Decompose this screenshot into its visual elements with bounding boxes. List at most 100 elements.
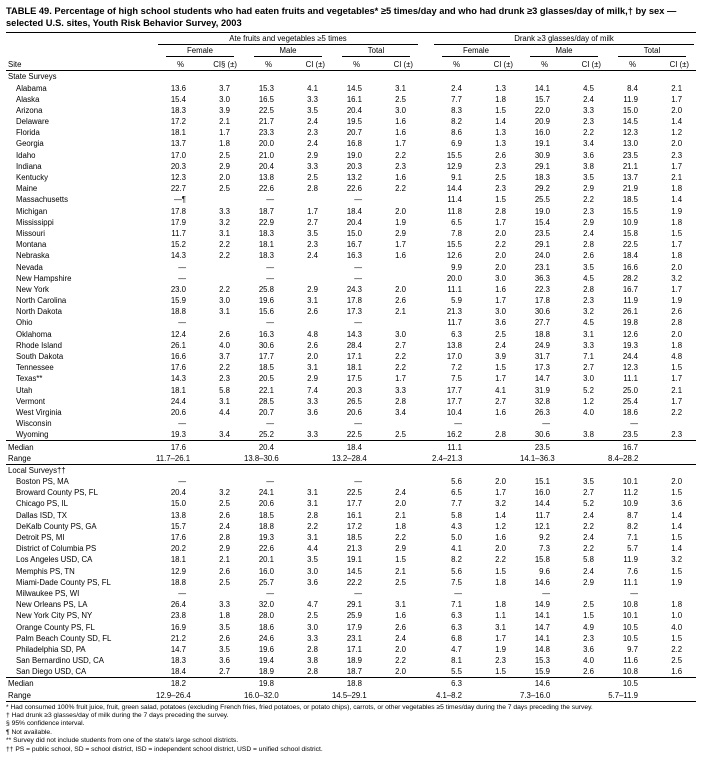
percent-value: 16.0: [258, 566, 274, 576]
ci-value: [202, 261, 244, 272]
ci-value: 1.7: [495, 633, 506, 643]
percent-value: —: [266, 588, 274, 598]
site-name: Philadelphia SD, PA: [16, 644, 86, 654]
summary-value: 17.6: [156, 440, 244, 453]
ci-value: 3.1: [395, 600, 406, 610]
summary-value: 23.5: [520, 440, 608, 453]
percent-value: 17.1: [346, 644, 362, 654]
ci-value: [478, 418, 520, 429]
summary-row: Median 17.6 20.4 18.4 11.1 23.5 16.7: [6, 440, 697, 453]
column-gap: [420, 452, 432, 465]
site-name: New Orleans PS, LA: [16, 600, 88, 610]
ci-value: 1.8: [495, 94, 506, 104]
table-row: Wyoming 19.3 3.4 25.2 3.3 22.5 2.5 16.2 2.8 30.6 3…: [6, 429, 696, 441]
percent-value: 18.3: [170, 656, 186, 666]
site-name: Chicago PS, IL: [16, 499, 69, 509]
percent-value: 14.8: [534, 644, 550, 654]
percent-value: 36.3: [534, 273, 550, 283]
ci-value: 2.9: [583, 217, 594, 227]
percent-value: 18.3: [170, 105, 186, 115]
ci-value: 3.0: [583, 374, 594, 384]
percent-value: 32.8: [534, 396, 550, 406]
table-row: Arizona 18.3 3.9 22.5 3.5 20.4 3.0 8.3 1.5 22.0 3.…: [6, 105, 696, 116]
ci-value: 2.2: [583, 544, 594, 554]
percent-value: 25.2: [258, 430, 274, 440]
percent-value: 8.6: [451, 128, 462, 138]
ci-value: 2.9: [219, 161, 230, 171]
site-name: Milwaukee PS, WI: [16, 588, 80, 598]
ci-value: 3.9: [219, 105, 230, 115]
percent-value: 10.8: [622, 600, 638, 610]
site-name: Georgia: [16, 139, 44, 149]
percent-value: 11.9: [623, 555, 638, 565]
percent-value: 8.1: [451, 656, 462, 666]
column-gap: [420, 306, 432, 317]
footnote: †† PS = public school, SD = school distr…: [6, 746, 678, 754]
ci-value: 1.6: [671, 667, 683, 677]
percent-value: 23.3: [258, 128, 274, 138]
percent-value: 24.9: [534, 340, 550, 350]
site-name: Utah: [16, 385, 33, 395]
ci-value: 2.1: [219, 117, 230, 127]
percent-value: 22.5: [346, 488, 362, 498]
percent-value: 7.3: [539, 544, 550, 554]
table-row: Delaware 17.2 2.1 21.7 2.4 19.5 1.6 8.2 1.4 20.9 2…: [6, 116, 696, 127]
site-name: New York: [16, 284, 49, 294]
table-row: Florida 18.1 1.7 23.3 2.3 20.7 1.6 8.6 1.3 16.0 2.…: [6, 127, 696, 138]
percent-value: 16.7: [346, 240, 362, 250]
site-name: DeKalb County PS, GA: [16, 521, 97, 531]
percent-value: —: [354, 195, 362, 205]
ci-value: 2.5: [671, 656, 683, 666]
percent-value: 13.7: [170, 139, 186, 149]
percent-value: 14.3: [346, 329, 362, 339]
ci-value: 1.6: [495, 407, 506, 417]
percent-value: 18.1: [258, 240, 274, 250]
site-name: Rhode Island: [16, 340, 62, 350]
percent-value: 18.8: [534, 329, 550, 339]
footnotes: * Had consumed 100% fruit juice, fruit, …: [6, 704, 678, 754]
column-gap: [420, 384, 432, 395]
percent-value: —: [354, 588, 362, 598]
percent-value: 15.4: [170, 94, 186, 104]
percent-header: %: [332, 57, 378, 72]
ci-value: 3.3: [219, 206, 230, 216]
ci-value: 1.0: [671, 611, 683, 621]
percent-value: 11.7: [447, 318, 462, 328]
table-row: Los Angeles USD, CA 18.1 2.1 20.1 3.5 19.1 1.5…: [6, 554, 696, 565]
site-name: Nevada: [16, 262, 43, 272]
percent-value: 7.6: [627, 566, 638, 576]
ci-value: 3.6: [671, 499, 683, 509]
ci-value: 1.8: [395, 521, 406, 531]
ci-value: 1.3: [495, 83, 506, 93]
ci-header: CI (±): [478, 57, 520, 72]
ci-value: 3.1: [307, 363, 318, 373]
column-gap: [420, 205, 432, 216]
ci-value: 2.5: [395, 94, 406, 104]
ci-value: 1.5: [495, 105, 506, 115]
summary-value: 19.8: [244, 677, 332, 690]
ci-value: 4.4: [219, 407, 230, 417]
percent-value: 19.8: [622, 318, 638, 328]
percent-value: —: [178, 588, 186, 598]
percent-header: %: [432, 57, 478, 72]
percent-header: %: [244, 57, 290, 72]
footnote-text: Had consumed 100% fruit juice, fruit, gr…: [10, 703, 593, 711]
site-name: North Dakota: [16, 307, 62, 317]
column-gap: [420, 250, 432, 261]
ci-value: 2.8: [583, 240, 594, 250]
ci-value: 2.9: [307, 374, 318, 384]
percent-value: 18.1: [170, 555, 186, 565]
site-name: Memphis PS, TN: [16, 566, 75, 576]
table-row: Texas** 14.3 2.3 20.5 2.9 17.5 1.7 7.5 1.7 14.7 3.…: [6, 373, 696, 384]
column-gap: [420, 543, 432, 554]
ci-value: 3.4: [219, 430, 230, 440]
ci-value: 2.0: [671, 105, 683, 115]
percent-value: 28.2: [622, 273, 638, 283]
empty-corner-cell: [6, 33, 156, 46]
summary-value: 10.5: [608, 677, 697, 690]
ci-value: 1.8: [671, 251, 683, 261]
percent-value: 8.2: [627, 521, 638, 531]
ci-value: 3.6: [307, 407, 318, 417]
percent-value: 20.6: [346, 407, 362, 417]
ci-value: [378, 476, 420, 487]
